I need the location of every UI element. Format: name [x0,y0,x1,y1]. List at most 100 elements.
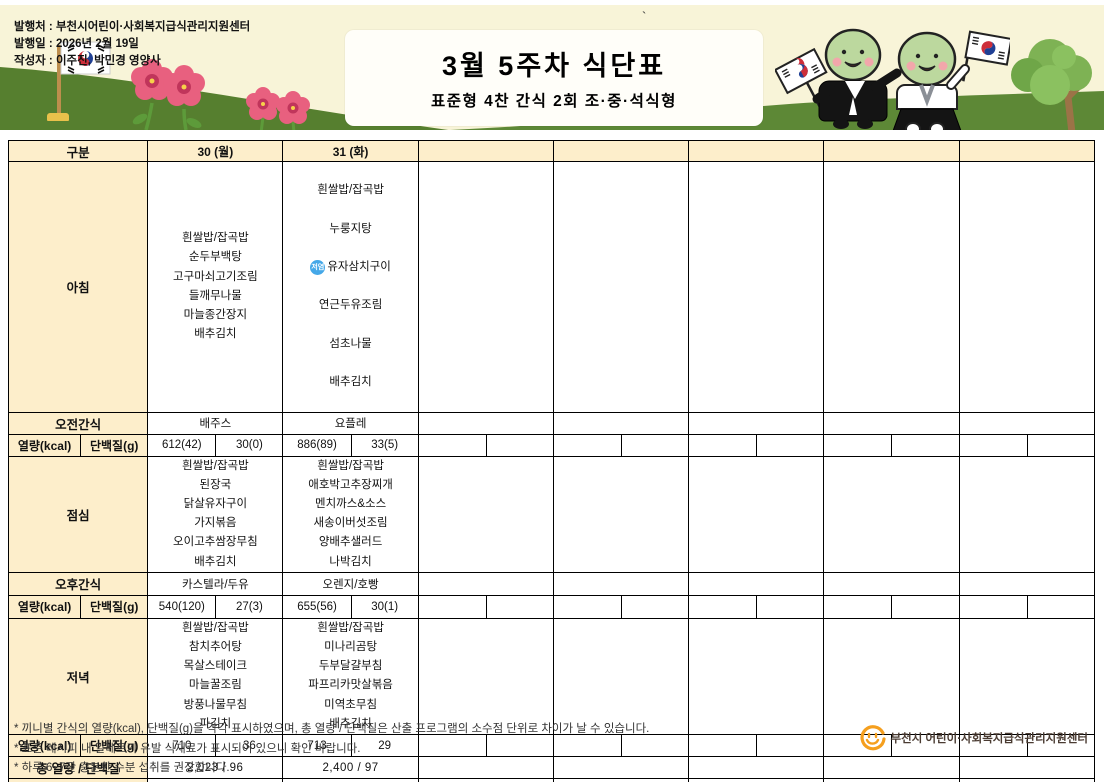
corner-header: 구분 [7,140,149,162]
pm-snack-empty [823,571,960,596]
breakfast-menu-empty [958,161,1096,413]
breakfast-menu-empty [823,161,960,413]
lunch-label: 점심 [7,455,149,573]
lunch-protein-day2: 30(1) [350,594,419,619]
nutrition-empty [552,594,623,619]
footnote-line: * 표준 레시피 내 알레르기 유발 식재료가 표시되어 있으니 확인 바랍니다… [14,742,361,755]
nutrition-empty [958,594,1028,619]
breakfast-kcal-day1: 612(42) [147,433,217,457]
am-snack-day2: 요플레 [282,411,419,435]
flower-decoration-left [131,59,205,130]
nutrition-empty [621,433,690,457]
breakfast-menu-empty [688,161,825,413]
pm-snack-label: 오후간식 [7,571,149,596]
pm-snack-empty [552,571,690,596]
am-snack-day1: 배주스 [147,411,284,435]
nutrition-empty [417,433,487,457]
breakfast-label: 아침 [7,161,149,413]
am-snack-empty [552,411,690,435]
kcal-label: 열량(kcal) [7,433,82,457]
korean-flag-icon [60,41,111,75]
menu-item: 누룽지탕 [329,222,372,235]
breakfast-protein-day1: 30(0) [215,433,284,457]
nutrition-empty [485,594,554,619]
lunch-menu-empty [688,455,825,573]
menu-item: 섬초나물 [329,337,372,350]
porridge-empty [688,778,825,782]
lunch-menu-day2: 흰쌀밥/잡곡밥 애호박고추장찌개 멘치까스&소스 새송이버섯조림 양배추샐러드 … [282,455,419,573]
porridge-day1: 아침: 흰쌀죽 점심: 견과죽 저녁: 흑미버섯죽 [147,778,284,782]
lunch-menu-empty [958,455,1096,573]
footnote-line: * 끼니별 간식의 열량(kcal), 단백질(g)을 각각 표시하였으며, 총… [14,723,650,735]
dinner-menu-empty [823,617,960,736]
porridge-day2: 아침: 흰쌀죽 점심: 미역죽 저녁: 감자죽 [282,778,419,782]
date-header-empty [417,140,554,162]
pm-snack-day2: 오렌지/호빵 [282,571,419,596]
breakfast-menu-day1: 흰쌀밥/잡곡밥 순두부백탕 고구마쇠고기조림 들깨무나물 마늘종간장지 배추김치 [147,161,284,413]
pm-snack-empty [688,571,825,596]
protein-label: 단백질(g) [80,734,149,758]
nutrition-empty [958,433,1028,457]
nutrition-empty [756,594,825,619]
nutrition-empty [823,433,893,457]
breakfast-kcal-day2: 886(89) [282,433,352,457]
menu-item: 흰쌀밥/잡곡밥 [317,184,384,197]
porridge-empty [417,778,554,782]
total-day1: 2,023 / 96 [147,756,284,780]
pm-snack-empty [417,571,554,596]
total-empty [823,756,960,780]
nutrition-empty [891,594,960,619]
am-snack-empty [823,411,960,435]
nutrition-empty [417,594,487,619]
menu-item-with-badge: 저염 유자삼치구이 [284,258,417,277]
porridge-empty [552,778,690,782]
breakfast-row: 아침 흰쌀밥/잡곡밥 순두부백탕 고구마쇠고기조림 들깨무나물 마늘종간장지 배… [7,161,1096,413]
nutrition-empty [688,734,758,758]
center-logo: 부천시 어린이·사회복지급식관리지원센터 [860,725,1088,751]
low-sodium-badge: 저염 [310,260,326,276]
lunch-menu-day1: 흰쌀밥/잡곡밥 된장국 닭살유자구이 가지볶음 오이고추쌈장무침 배추김치 [147,455,284,573]
nutrition-empty [621,594,690,619]
footnotes: * 끼니별 간식의 열량(kcal), 단백질(g)을 각각 표시하였으며, 총… [14,720,649,779]
pm-snack-day1: 카스텔라/두유 [147,571,284,596]
nutrition-empty [891,433,960,457]
date-header-day1: 30 (월) [147,140,284,162]
stray-mark: ` [642,9,647,24]
lunch-row: 점심 흰쌀밥/잡곡밥 된장국 닭살유자구이 가지볶음 오이고추쌈장무침 배추김치… [7,455,1096,573]
kcal-label: 열량(kcal) [7,594,82,619]
dinner-protein-day1: 36 [215,734,284,758]
total-label: 총 열량 / 단백질 [7,756,149,780]
nutrition-empty [823,594,893,619]
meal-plan-table: 구분 30 (월) 31 (화) 아침 흰쌀밥/잡곡밥 순두부백탕 고구마쇠고기… [7,140,1096,782]
lunch-menu-empty [417,455,554,573]
protein-label: 단백질(g) [80,594,149,619]
dinner-row: 저녁 흰쌀밥/잡곡밥 참치추어탕 목살스테이크 마늘꿀조림 방풍나물무침 파김치… [7,617,1096,736]
table-header-row: 구분 30 (월) 31 (화) [7,140,1096,162]
protein-label: 단백질(g) [80,433,149,457]
page-title: 3월 5주차 식단표 [441,51,667,81]
am-snack-empty [958,411,1096,435]
date-header-empty [688,140,825,162]
issuer-line: 발행처 : 부천시어린이·사회복지급식관리지원센터 [14,21,251,33]
page-subtitle: 표준형 4찬 간식 2회 조·중·석식형 [431,93,677,110]
porridge-label: 죽식 [7,778,149,782]
nutrition-empty [1026,433,1096,457]
am-snack-row: 오전간식 배주스 요플레 [7,411,1096,435]
nutrition-empty [485,433,554,457]
dinner-menu-empty [688,617,825,736]
menu-item: 배추김치 [329,376,372,389]
flagpole-base [47,113,69,121]
lunch-kcal-day1: 540(120) [147,594,217,619]
nutrition-empty [756,734,825,758]
am-snack-empty [688,411,825,435]
total-empty [688,756,825,780]
breakfast-nutrition-row: 열량(kcal) 단백질(g) 612(42) 30(0) 886(89) 33… [7,433,1096,457]
flower-decoration-right [246,87,310,130]
smiley-logo-icon [860,725,886,751]
issue-date-line: 발행일 : 2026년 2월 19일 [14,38,139,50]
date-header-empty [958,140,1096,162]
title-card: 3월 5주차 식단표 표준형 4찬 간식 2회 조·중·석식형 [345,30,763,126]
author-line: 작성자 : 이주진, 박민경 영양사 [14,55,161,67]
lunch-menu-empty [823,455,960,573]
am-snack-label: 오전간식 [7,411,149,435]
